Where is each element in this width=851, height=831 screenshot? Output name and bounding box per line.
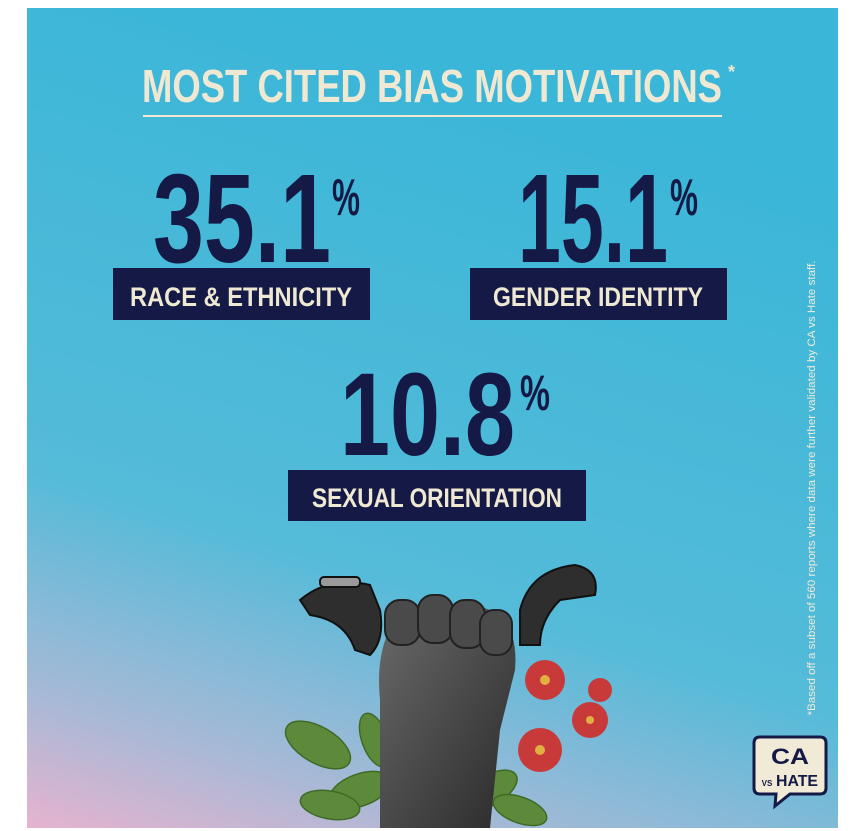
label-box <box>113 268 370 320</box>
logo-middle: VS <box>762 779 773 788</box>
title-marker: * <box>728 62 735 82</box>
stat-unit: % <box>332 169 360 227</box>
label-box <box>288 470 586 521</box>
stat-unit: % <box>520 365 550 421</box>
label-box <box>470 268 727 320</box>
stat-label: SEXUAL ORIENTATION <box>312 483 562 513</box>
logo: CA VS HATE <box>752 735 828 810</box>
title: MOST CITED BIAS MOTIVATIONS <box>142 60 722 112</box>
stat-value: 15.1 <box>518 148 668 289</box>
stat-unit: % <box>670 169 698 227</box>
logo-bottom: HATE <box>776 773 818 790</box>
illustration <box>284 563 612 828</box>
footnote: *Based off a subset of 560 reports where… <box>806 261 818 716</box>
logo-top: CA <box>771 744 809 769</box>
stat-value: 35.1 <box>153 148 331 289</box>
stat-label: GENDER IDENTITY <box>493 282 703 312</box>
stat-label: RACE & ETHNICITY <box>130 282 352 312</box>
stat-value: 10.8 <box>340 349 515 481</box>
